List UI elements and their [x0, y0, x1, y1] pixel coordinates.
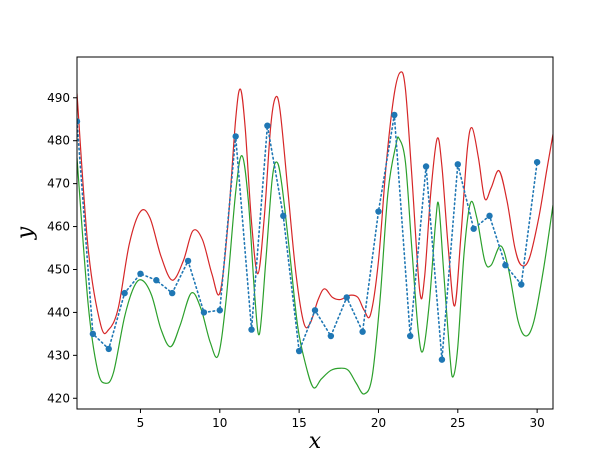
- x-axis-label: x: [309, 429, 322, 454]
- data-point: [232, 133, 239, 140]
- lower-envelope-line: [77, 136, 553, 395]
- data-point: [295, 347, 303, 355]
- data-point: [216, 307, 223, 314]
- data-point: [533, 158, 541, 166]
- upper-envelope-line: [77, 71, 553, 335]
- data-point: [153, 277, 160, 284]
- data-point: [169, 289, 176, 297]
- data-point: [391, 111, 398, 119]
- data-point: [77, 118, 81, 125]
- data-point: [438, 356, 446, 363]
- x-tick-label: 30: [529, 416, 544, 430]
- data-point: [89, 330, 97, 338]
- y-tick-label: 450: [47, 262, 70, 276]
- data-point: [200, 309, 208, 316]
- y-tick-label: 490: [47, 91, 70, 105]
- data-point: [105, 345, 112, 353]
- data-point: [137, 270, 144, 277]
- data-point: [121, 289, 128, 297]
- observed-series-line: [77, 114, 538, 360]
- y-tick-label: 420: [47, 391, 70, 405]
- y-tick-label: 460: [47, 220, 70, 234]
- data-point: [184, 257, 192, 265]
- plot-area: [77, 71, 553, 395]
- x-tick-label: 5: [137, 416, 145, 430]
- data-point: [470, 225, 477, 232]
- data-point: [518, 281, 525, 288]
- x-tick-label: 20: [371, 416, 386, 430]
- y-tick-label: 430: [47, 348, 70, 362]
- y-axis-label: y: [13, 226, 38, 240]
- data-point: [359, 328, 366, 335]
- x-tick-label: 10: [212, 416, 227, 430]
- data-point: [343, 294, 350, 301]
- y-tick-label: 480: [47, 134, 70, 148]
- x-tick-label: 25: [450, 416, 465, 430]
- data-point: [280, 212, 287, 220]
- y-tick-label: 440: [47, 305, 70, 319]
- data-point: [502, 262, 509, 269]
- data-point: [454, 161, 461, 168]
- data-point: [375, 208, 382, 215]
- data-point: [407, 332, 414, 340]
- x-tick-label: 15: [291, 416, 306, 430]
- axis-ticks: 5 10 15 20 25 30 420 430 440 450 460 470 480 490: [47, 91, 545, 430]
- data-point: [311, 307, 319, 314]
- data-point: [264, 122, 271, 129]
- data-point: [327, 332, 335, 340]
- data-point: [422, 163, 430, 170]
- y-tick-label: 470: [47, 177, 70, 191]
- data-point: [486, 212, 493, 220]
- plot-frame: [76, 56, 554, 410]
- data-point: [248, 326, 255, 333]
